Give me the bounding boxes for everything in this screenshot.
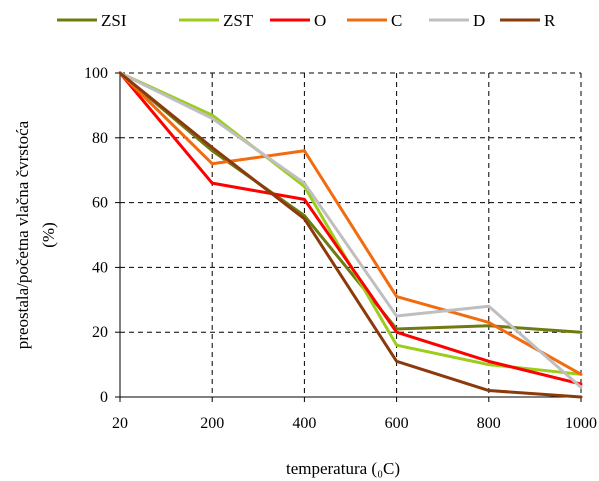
x-tick-label: 200 — [200, 415, 224, 432]
legend-item-o: O — [270, 11, 326, 30]
legend-item-zst: ZST — [179, 11, 254, 30]
grid — [115, 72, 582, 402]
legend-item-c: C — [347, 11, 402, 30]
y-axis-unit-label: (%) — [39, 222, 58, 247]
x-tick-label: 800 — [477, 415, 501, 432]
series-lines — [118, 71, 583, 399]
series-line-d — [118, 71, 583, 389]
legend: ZSI ZST O C D R — [57, 11, 556, 30]
series-line-c — [118, 71, 583, 376]
series-line-r — [118, 71, 583, 399]
y-tick-label: 60 — [92, 195, 108, 212]
y-tick-labels: 0 20 40 60 80 100 — [84, 65, 108, 406]
x-axis-label: temperatura (₀C) — [286, 459, 400, 478]
legend-item-d: D — [429, 11, 485, 30]
y-tick-label: 80 — [92, 130, 108, 147]
legend-label: O — [314, 11, 326, 30]
legend-label: ZST — [223, 11, 254, 30]
x-tick-label: 20 — [112, 415, 128, 432]
x-tick-label: 1000 — [565, 415, 597, 432]
series-line-zsi — [118, 71, 583, 334]
legend-label: C — [391, 11, 402, 30]
legend-item-zsi: ZSI — [57, 11, 127, 30]
y-tick-label: 100 — [84, 65, 108, 82]
y-tick-label: 40 — [92, 259, 108, 276]
legend-label: R — [544, 11, 556, 30]
series-line-o — [118, 71, 583, 386]
x-tick-labels: 20 200 400 600 800 1000 — [112, 415, 597, 432]
y-axis-label: preostala/početna vlačna čvrstoća — [13, 120, 32, 349]
legend-item-r: R — [500, 11, 556, 30]
x-tick-label: 600 — [385, 415, 409, 432]
legend-label: D — [473, 11, 485, 30]
legend-label: ZSI — [101, 11, 127, 30]
y-tick-label: 0 — [100, 389, 108, 406]
x-tick-label: 400 — [292, 415, 316, 432]
y-tick-label: 20 — [92, 324, 108, 341]
